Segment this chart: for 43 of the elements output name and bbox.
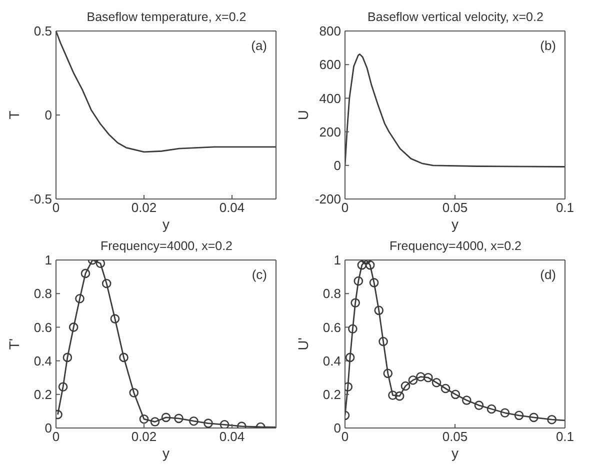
x-axis-title: y bbox=[162, 445, 170, 461]
y-tick-label: 400 bbox=[319, 90, 341, 106]
chart-title: Baseflow vertical velocity, x=0.2 bbox=[366, 9, 544, 24]
y-tick-label: 200 bbox=[319, 124, 341, 140]
x-tick-label: 0.04 bbox=[219, 429, 245, 444]
y-tick-label: 800 bbox=[319, 24, 341, 39]
x-tick-label: 0.02 bbox=[131, 429, 157, 444]
y-tick-label: 0.4 bbox=[322, 353, 341, 368]
y-axis-title: T' bbox=[6, 338, 22, 350]
annotation: (c) bbox=[252, 267, 267, 282]
y-tick-label: -200 bbox=[314, 192, 341, 207]
x-tick-label: 0.04 bbox=[219, 200, 245, 216]
y-tick-label: 0.8 bbox=[322, 286, 341, 302]
x-axis-title: y bbox=[452, 445, 458, 461]
y-tick-label: 0 bbox=[334, 158, 341, 174]
y-tick-label: 1 bbox=[334, 252, 341, 268]
y-tick-label: 0.4 bbox=[34, 353, 52, 368]
y-tick-label: 0.2 bbox=[322, 387, 341, 402]
x-tick-label: 0.1 bbox=[556, 200, 574, 216]
y-tick-label: 1 bbox=[44, 252, 52, 268]
chart-title: Frequency=4000, x=0.2 bbox=[99, 238, 234, 253]
x-tick-label: 0.02 bbox=[131, 200, 157, 216]
y-tick-label: 600 bbox=[319, 57, 341, 72]
y-axis-title: U bbox=[294, 110, 311, 120]
annotation: (b) bbox=[540, 38, 556, 53]
chart-title: Baseflow temperature, x=0.2 bbox=[86, 9, 248, 24]
chart-title: Frequency=4000, x=0.2 bbox=[388, 238, 523, 253]
y-tick-label: -0.5 bbox=[30, 192, 52, 207]
x-axis-title: y bbox=[452, 216, 458, 232]
y-tick-label: 0 bbox=[44, 108, 52, 123]
annotation: (a) bbox=[251, 38, 267, 53]
y-axis-title: T bbox=[6, 110, 22, 120]
x-tick-label: 0.05 bbox=[442, 200, 468, 216]
x-axis-title: y bbox=[162, 216, 170, 232]
y-axis-title: U' bbox=[294, 338, 311, 350]
y-tick-label: 0.6 bbox=[322, 320, 341, 335]
y-tick-label: 0.6 bbox=[34, 320, 52, 335]
x-tick-label: 0.05 bbox=[442, 429, 468, 444]
x-tick-label: 0.1 bbox=[556, 429, 574, 444]
y-tick-label: 0.8 bbox=[34, 286, 52, 302]
y-tick-label: 0.2 bbox=[34, 387, 52, 402]
annotation: (d) bbox=[540, 267, 556, 282]
y-tick-label: 0.5 bbox=[34, 24, 52, 39]
